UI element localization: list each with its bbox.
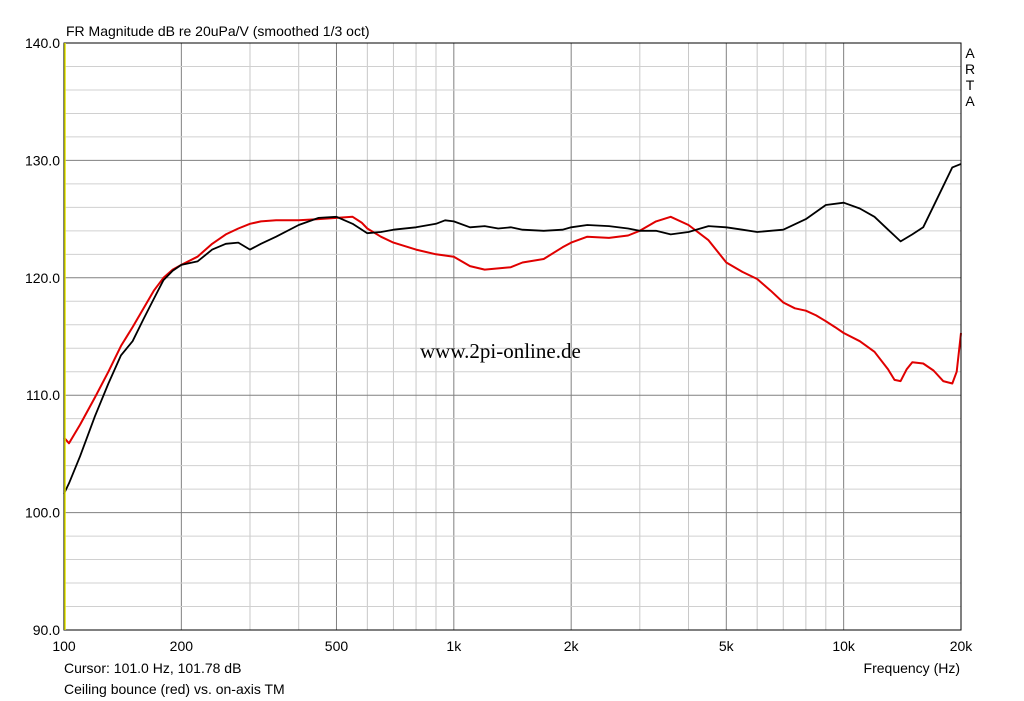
plot-border [63,42,962,631]
y-tick-label: 110.0 [26,387,60,403]
chart-caption: Ceiling bounce (red) vs. on-axis TM [64,681,285,697]
arta-letter: T [966,77,975,93]
y-tick-label: 100.0 [25,505,60,521]
plot-background [64,43,961,630]
y-tick-label: 140.0 [25,35,60,51]
x-tick-label: 2k [564,638,580,654]
x-tick-label: 10k [832,638,856,654]
x-axis-title: Frequency (Hz) [864,660,960,676]
grid-lines [64,43,961,630]
y-tick-label: 130.0 [25,152,60,168]
arta-letter: R [965,61,975,77]
x-tick-label: 200 [170,638,194,654]
chart-title: FR Magnitude dB re 20uPa/V (smoothed 1/3… [66,23,370,39]
x-tick-label: 5k [719,638,735,654]
y-tick-label: 120.0 [25,270,60,286]
x-tick-label: 1k [446,638,462,654]
x-tick-label: 500 [325,638,349,654]
arta-letter: A [965,93,975,109]
x-tick-label: 20k [950,638,974,654]
axis-tick-labels: 100 200 500 1k 2k 5k 10k 20k 90.0 100.0 110.0 120.0… [25,35,973,654]
series-line-red [63,215,962,445]
cursor-readout: Cursor: 101.0 Hz, 101.78 dB [64,660,241,676]
watermark: www.2pi-online.de [420,339,581,363]
arta-letter: A [965,45,975,61]
series-lines [63,163,962,495]
x-tick-label: 100 [52,638,76,654]
y-tick-label: 90.0 [33,622,60,638]
series-line-black [63,163,962,495]
